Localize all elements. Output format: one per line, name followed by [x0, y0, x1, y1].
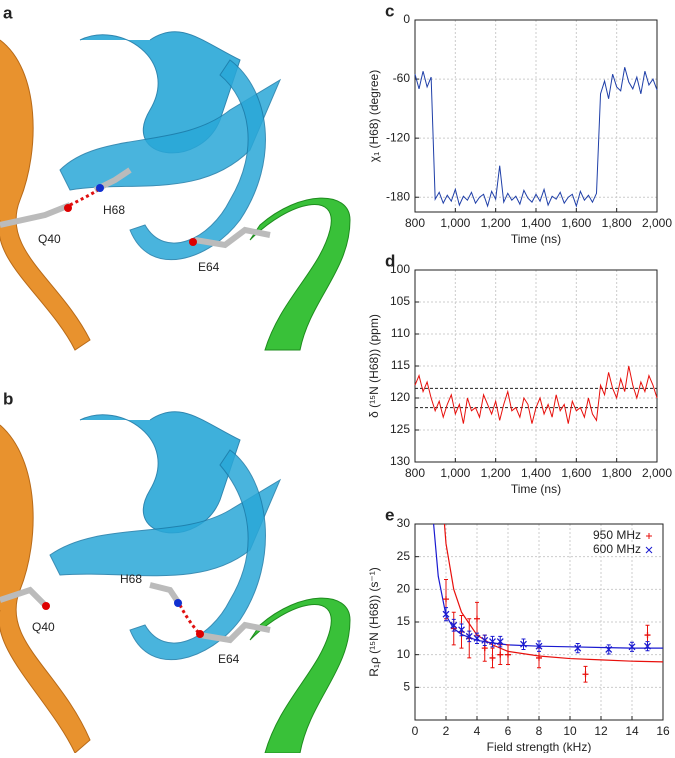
y-tick-label: 5: [403, 680, 410, 694]
residue-label: Q40: [38, 232, 61, 246]
point: [497, 651, 504, 658]
residue-label: E64: [218, 652, 240, 666]
panel-label: e: [385, 505, 394, 524]
y-tick-label: 0: [403, 12, 410, 26]
y-tick-label: 130: [390, 454, 410, 468]
y-tick-label: 10: [397, 647, 411, 661]
y-tick-label: -180: [386, 189, 410, 203]
residue-label: H68: [103, 203, 125, 217]
y-tick-label: 125: [390, 422, 410, 436]
legend-label: 600 MHz: [593, 542, 641, 556]
x-tick-label: 2: [443, 724, 450, 738]
x-tick-label: 2,000: [642, 466, 672, 480]
residue-label: Q40: [32, 620, 55, 634]
structure-a: [0, 31, 351, 351]
point: [520, 640, 527, 648]
y-tick-label: 110: [391, 326, 410, 340]
line-series: [414, 365, 658, 424]
x-tick-label: 8: [536, 724, 543, 738]
point: [644, 632, 651, 639]
x-tick-label: 1,800: [602, 216, 632, 230]
x-tick-label: 1,000: [440, 466, 470, 480]
point: [644, 642, 651, 650]
point: [628, 643, 636, 651]
panel-label: a: [3, 3, 13, 22]
x-tick-label: 10: [563, 724, 577, 738]
point: [496, 638, 504, 646]
point: [474, 615, 480, 622]
residue-label: E64: [198, 260, 220, 274]
point: [450, 621, 458, 629]
x-tick-label: 1,400: [521, 216, 551, 230]
x-axis-label: Field strength (kHz): [487, 740, 592, 753]
x-tick-label: 0: [412, 724, 419, 738]
x-tick-label: 1,400: [521, 466, 551, 480]
y-tick-label: 20: [397, 582, 411, 596]
point: [442, 610, 450, 618]
point: [535, 642, 543, 650]
point: [582, 671, 589, 678]
y-axis-label: δ (¹⁵N (H68)) (ppm): [367, 314, 381, 418]
x-tick-label: 1,200: [481, 466, 511, 480]
x-tick-label: 1,000: [440, 216, 470, 230]
x-axis-label: Time (ns): [511, 232, 561, 246]
x-tick-label: 6: [505, 724, 512, 738]
point: [536, 654, 542, 661]
y-axis-label: R₁ρ (¹⁵N (H68)) (s⁻¹): [367, 567, 381, 677]
y-tick-label: 100: [390, 262, 410, 276]
panel-label: b: [3, 389, 13, 408]
x-axis-label: Time (ns): [511, 482, 561, 496]
x-tick-label: 4: [474, 724, 481, 738]
x-tick-label: 1,200: [481, 216, 511, 230]
legend-marker: [646, 533, 652, 539]
point: [443, 596, 449, 603]
point: [481, 636, 489, 644]
x-tick-label: 12: [594, 724, 608, 738]
point: [465, 632, 473, 640]
y-tick-label: -120: [386, 130, 410, 144]
legend-marker: [645, 546, 653, 554]
x-tick-label: 800: [405, 466, 425, 480]
y-tick-label: 15: [397, 614, 411, 628]
x-tick-label: 1,600: [561, 466, 591, 480]
point: [473, 634, 481, 642]
y-tick-label: 115: [391, 358, 410, 372]
x-tick-label: 800: [405, 216, 425, 230]
point: [481, 645, 488, 652]
residue-label: H68: [120, 572, 142, 586]
plot-frame: [414, 269, 658, 463]
y-tick-label: 105: [390, 294, 410, 308]
point: [574, 644, 582, 652]
point: [458, 626, 465, 634]
y-tick-label: 120: [390, 390, 410, 404]
y-tick-label: -60: [393, 71, 411, 85]
x-tick-label: 16: [656, 724, 670, 738]
point: [605, 645, 613, 653]
point: [489, 638, 496, 646]
y-axis-label: χ₁ (H68) (degree): [367, 70, 381, 162]
panel-label: d: [385, 251, 395, 270]
x-tick-label: 1,800: [602, 466, 632, 480]
structure-b: [0, 411, 351, 754]
plot-frame: [414, 523, 664, 721]
y-tick-label: 30: [397, 516, 411, 530]
legend-label: 950 MHz: [593, 528, 641, 542]
x-tick-label: 1,600: [561, 216, 591, 230]
x-tick-label: 14: [625, 724, 639, 738]
point: [505, 651, 511, 658]
panel-label: c: [385, 1, 394, 20]
line-series: [414, 67, 658, 208]
plot-frame: [414, 19, 658, 213]
x-tick-label: 2,000: [642, 216, 672, 230]
point: [489, 654, 496, 661]
y-tick-label: 25: [397, 549, 411, 563]
